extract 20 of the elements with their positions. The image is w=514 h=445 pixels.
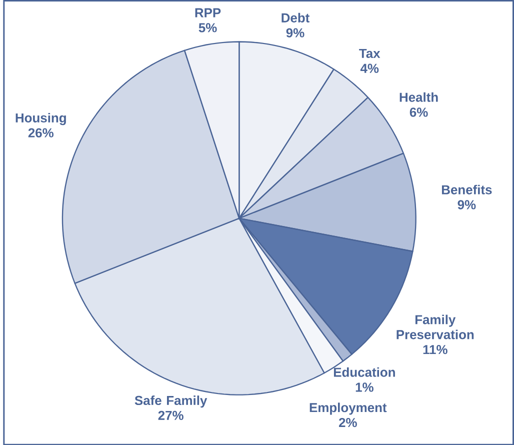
slice-label: Education	[334, 367, 395, 377]
slice-label: RPP	[195, 8, 221, 18]
slice-label: Family Preservation	[396, 314, 474, 340]
data-label: 6%	[410, 107, 428, 117]
data-label: 2%	[338, 418, 357, 427]
data-label: 9%	[458, 200, 476, 210]
data-label: 4%	[360, 64, 379, 73]
slice-label: Tax	[359, 48, 380, 58]
slice-label: Debt	[282, 12, 310, 22]
slice-label: Health	[400, 92, 438, 102]
data-label: 5%	[198, 22, 217, 32]
data-label: 1%	[356, 382, 374, 392]
slice-label: Benefits	[442, 184, 492, 194]
data-label: 11%	[423, 344, 448, 354]
data-label: 27%	[158, 410, 184, 420]
slice-label: Housing	[16, 112, 66, 125]
slice-label: Safe Family	[134, 395, 208, 408]
data-label: 9%	[286, 28, 304, 38]
data-label: 26%	[28, 128, 54, 138]
slice-label: Employment	[310, 402, 387, 415]
